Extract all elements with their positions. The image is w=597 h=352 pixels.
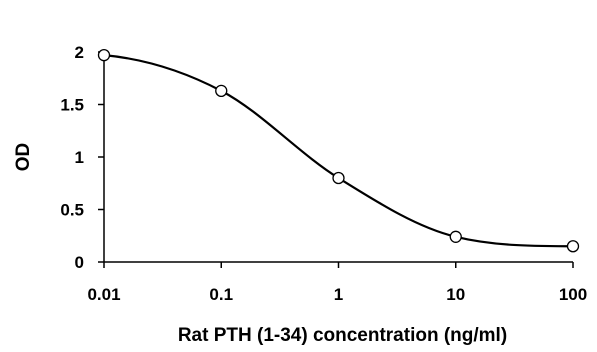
- data-point: [449, 230, 462, 243]
- y-tick-label: 1: [75, 148, 84, 167]
- fitted-curve: [103, 54, 574, 248]
- x-tick-label: 100: [559, 285, 587, 304]
- y-axis-title: OD: [13, 143, 34, 172]
- x-tick-label: 0.1: [209, 285, 233, 304]
- x-axis-title: Rat PTH (1-34) concentration (ng/ml): [178, 325, 507, 346]
- axes: [103, 50, 573, 263]
- y-tick-label: 0: [75, 253, 84, 272]
- data-point: [566, 240, 580, 253]
- data-point: [332, 171, 345, 185]
- y-tick-label: 2: [75, 43, 84, 62]
- data-points: [97, 49, 580, 253]
- y-tick-label: 0.5: [60, 201, 84, 220]
- y-ticks: 0 0.5 1 1.5 2: [60, 43, 104, 272]
- x-tick-label: 10: [446, 285, 465, 304]
- x-tick-label: 0.01: [87, 285, 120, 304]
- x-tick-label: 1: [334, 285, 343, 304]
- y-tick-label: 1.5: [60, 96, 84, 115]
- data-point: [215, 84, 228, 97]
- x-ticks: 0.01 0.1 1 10 100: [87, 262, 587, 304]
- data-point: [97, 49, 111, 62]
